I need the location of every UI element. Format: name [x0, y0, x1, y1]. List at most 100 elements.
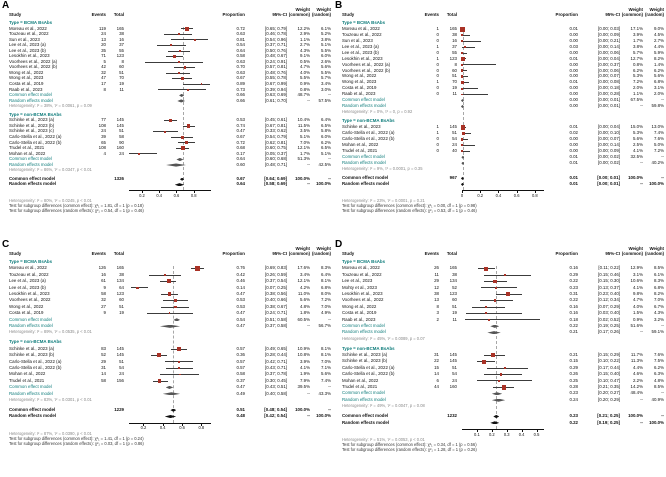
effect-marker [186, 124, 191, 129]
ci-value: [0.37; 0.58] [265, 323, 287, 328]
weight-common-value: 12.1% [297, 278, 310, 284]
weight-common-value: 0.5% [299, 58, 310, 64]
total-value: 38 [119, 31, 124, 37]
weight-common-value: 51.3% [297, 156, 310, 162]
proportion-value: 0.57 [236, 364, 245, 370]
ci-value: [0.48; 0.71] [265, 161, 287, 167]
axis-tick [516, 190, 518, 193]
ci-value: [0.33; 0.62] [265, 128, 287, 134]
weight-random-value: 6.0% [320, 53, 331, 59]
total-value: 11 [452, 316, 457, 322]
weight-random-value: 6.8% [320, 284, 331, 290]
weight-random-value: 6.3% [653, 371, 664, 377]
weight-common-value: 48.4% [630, 390, 643, 396]
group-label: Type = BCMA BsAbs [9, 259, 53, 264]
events-value: 71 [101, 53, 106, 59]
weight-common-value: -- [640, 159, 643, 165]
total-value: 51 [119, 303, 124, 309]
weight-common-value: 4.0% [299, 69, 310, 75]
weight-random-value: 5.0% [653, 142, 664, 148]
study-label: Carlo-Stella et al., 2022 (b) [342, 371, 395, 377]
weight-random-value: 5.6% [653, 73, 664, 79]
col-header-weight-common: Weight [628, 246, 643, 251]
ci-value: [0.67; 0.99] [265, 81, 287, 87]
total-value: 145 [116, 117, 124, 123]
ci-value: [0.42; 0.71] [265, 358, 287, 364]
ci-value: [0.51; 0.58] [265, 316, 287, 322]
weight-random-value: -- [661, 97, 664, 103]
events-value: 126 [98, 265, 106, 271]
overall-common-label: Common effect model [342, 413, 389, 419]
total-value: 165 [116, 265, 124, 271]
total-value: 145 [449, 352, 457, 358]
ci-value: [0.20; 0.27] [598, 390, 620, 396]
study-label: Moreau et al., 2022 [9, 25, 47, 31]
ci-value: [0.67; 0.81] [265, 122, 287, 128]
effect-marker [506, 292, 510, 296]
summary-diamond [460, 104, 464, 109]
ci-value: [0.26; 0.59] [265, 271, 287, 277]
ci-value: [0.54; 0.96] [265, 36, 287, 42]
events-value: 14 [434, 371, 439, 377]
ci-value: [0.17; 0.44] [598, 364, 620, 370]
proportion-value: 0.70 [236, 64, 245, 70]
ci-value: [0.62; 0.81] [265, 139, 287, 145]
ci-value: [0.15; 0.46] [598, 271, 620, 277]
ci-value: [0.20; 0.29] [598, 396, 620, 402]
col-header-study: Study [9, 12, 22, 17]
weight-common-value: 9.8% [632, 290, 643, 296]
weight-random-value: 7.4% [653, 130, 664, 136]
weight-random-value: 3.8% [320, 36, 331, 42]
proportion-value: 0.01 [569, 159, 578, 165]
ci-value: [0.07; 0.25] [265, 284, 287, 290]
ci-value: [0.02; 0.52] [598, 316, 620, 322]
effect-marker [183, 66, 187, 69]
total-value: 37 [119, 42, 124, 48]
total-value: 123 [116, 53, 124, 59]
heterogeneity-note: Heterogeneity: I² = 38%, τ² = 0.0061, p … [9, 103, 92, 109]
weight-common-value: 11.0% [297, 291, 310, 296]
proportion-value: 0.76 [236, 265, 245, 271]
axis-tick-label: 0.6 [173, 192, 180, 198]
effect-marker [181, 77, 184, 81]
events-value: 44 [434, 384, 439, 390]
total-value: 38 [119, 271, 124, 277]
summary-diamond [177, 99, 186, 103]
total-value: 145 [449, 358, 457, 364]
overall-total-value: 1229 [114, 406, 124, 412]
summary-diamond [490, 421, 500, 425]
proportion-value: 0.67 [236, 175, 245, 181]
proportion-value: 0.63 [236, 58, 245, 64]
study-label: Voorhees et al., 2022 [342, 297, 384, 303]
proportion-value: 0.81 [236, 36, 245, 42]
total-value: 70 [452, 79, 457, 85]
ci-value: [0.00; 0.10] [598, 130, 620, 136]
events-value: 29 [101, 358, 106, 364]
study-label: Costa et al., 2019 [342, 85, 377, 91]
ci-whisker [476, 380, 533, 382]
ci-value: [0.49; 0.65] [265, 345, 287, 351]
overall-common-label: Common effect model [9, 406, 56, 412]
overall-random-label: Random effects model [342, 419, 390, 425]
summary-diamond [460, 182, 464, 186]
study-label: Raab et al., 2023 [342, 316, 376, 322]
proportion-value: 0.00 [569, 142, 578, 148]
events-value: 108 [98, 145, 106, 151]
proportion-value: 0.57 [236, 345, 245, 351]
effect-marker [181, 135, 184, 139]
weight-common-value: -- [640, 329, 643, 335]
col-header-weight-random: Weight [316, 246, 331, 251]
weight-random-value: 2.7% [653, 37, 664, 43]
effect-marker [177, 347, 182, 351]
proportion-value: 0.66 [236, 92, 245, 98]
proportion-value: 0.31 [569, 290, 578, 296]
summary-diamond [461, 155, 465, 159]
weight-common-value: 4.3% [299, 47, 310, 53]
ci-whisker [145, 61, 204, 63]
weight-common-value: 17.6% [297, 265, 310, 271]
ci-whisker [484, 274, 531, 276]
weight-common-value: -- [307, 181, 310, 187]
total-value: 160 [449, 384, 457, 390]
effect-marker [185, 141, 189, 145]
weight-common-value: 5.1% [299, 134, 310, 139]
